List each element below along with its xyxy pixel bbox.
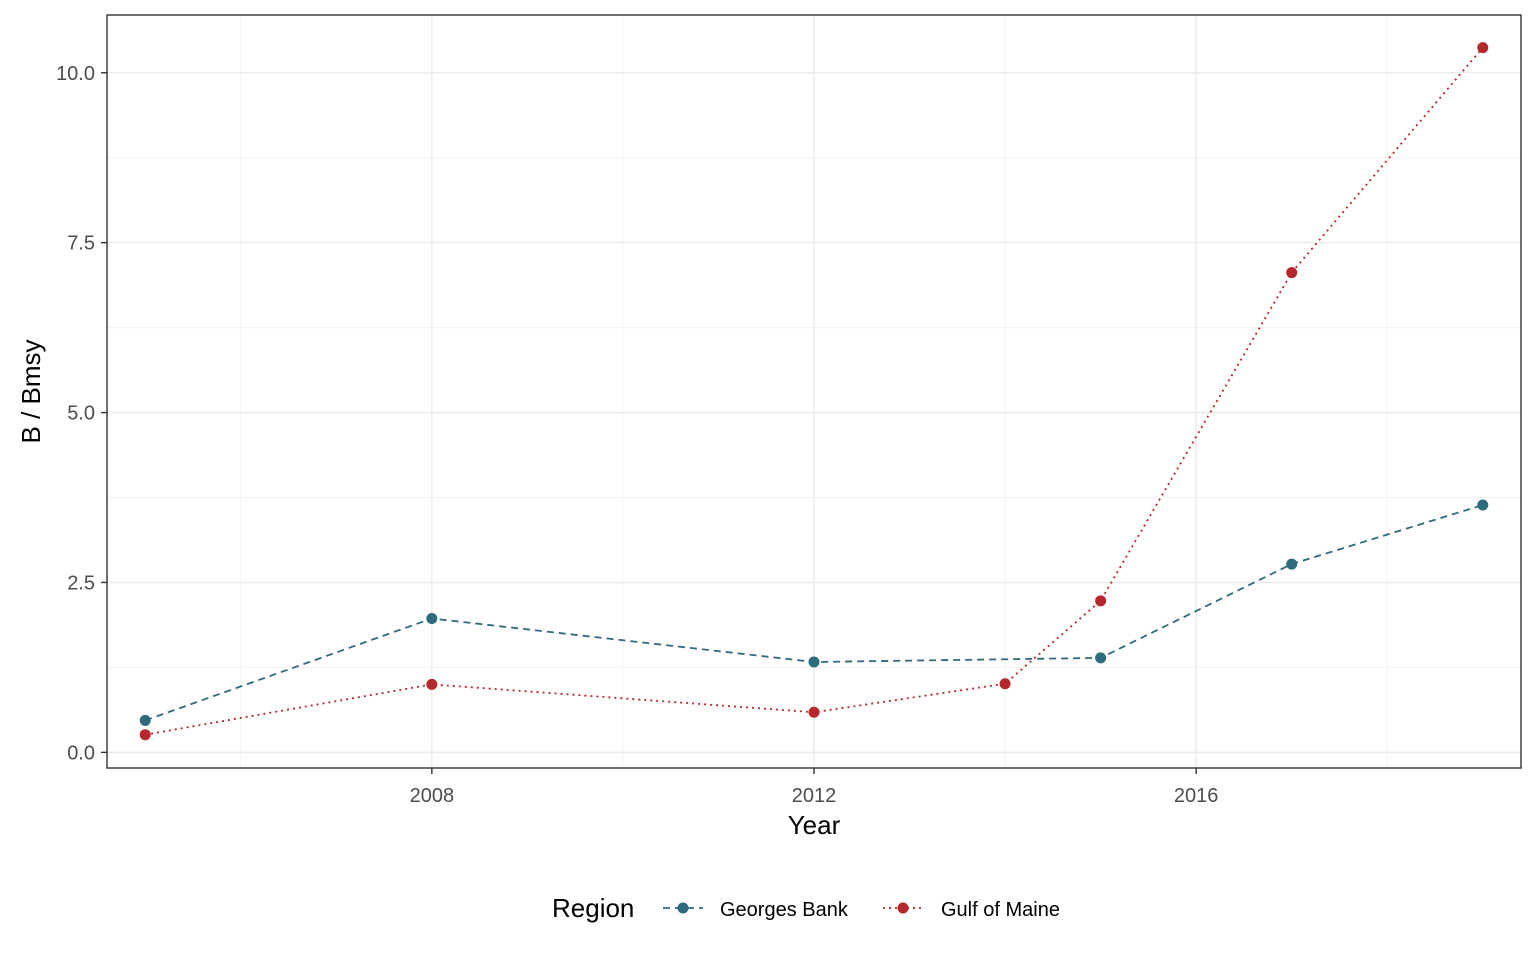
data-point-gulf-of-maine	[426, 678, 438, 690]
y-axis-title: B / Bmsy	[16, 339, 46, 443]
legend: Region Georges Bank Gulf of Maine	[552, 893, 1060, 923]
y-tick-label: 0.0	[67, 742, 95, 764]
data-point-georges-bank	[426, 612, 438, 624]
legend-title: Region	[552, 893, 634, 923]
data-point-gulf-of-maine	[808, 706, 820, 718]
legend-key-point-gulf-of-maine	[897, 902, 909, 914]
data-point-gulf-of-maine	[1095, 595, 1107, 607]
data-point-gulf-of-maine	[999, 678, 1011, 690]
legend-label-gulf-of-maine: Gulf of Maine	[941, 899, 1060, 921]
axes: 2008 2012 2016 0.0 2.5 5.0 7.5 10.0	[56, 63, 1218, 807]
series-line-georges-bank	[144, 504, 1484, 722]
legend-key-point-georges-bank	[677, 902, 689, 914]
x-tick-label: 2012	[792, 785, 837, 807]
legend-label-georges-bank: Georges Bank	[720, 899, 849, 921]
data-point-georges-bank	[1477, 499, 1489, 511]
data-point-georges-bank	[1095, 652, 1107, 664]
x-tick-label: 2016	[1174, 785, 1219, 807]
data-point-georges-bank	[1286, 558, 1298, 570]
x-tick-label: 2008	[410, 785, 455, 807]
y-tick-label: 2.5	[67, 572, 95, 594]
data-point-georges-bank	[139, 714, 151, 726]
y-tick-label: 10.0	[56, 63, 95, 85]
y-tick-label: 5.0	[67, 403, 95, 425]
data-point-gulf-of-maine	[1477, 42, 1489, 54]
data-point-gulf-of-maine	[139, 729, 151, 741]
series-layer	[139, 42, 1489, 741]
data-point-gulf-of-maine	[1286, 267, 1298, 279]
x-axis-title: Year	[788, 810, 841, 840]
y-tick-label: 7.5	[67, 233, 95, 255]
data-point-georges-bank	[808, 656, 820, 668]
